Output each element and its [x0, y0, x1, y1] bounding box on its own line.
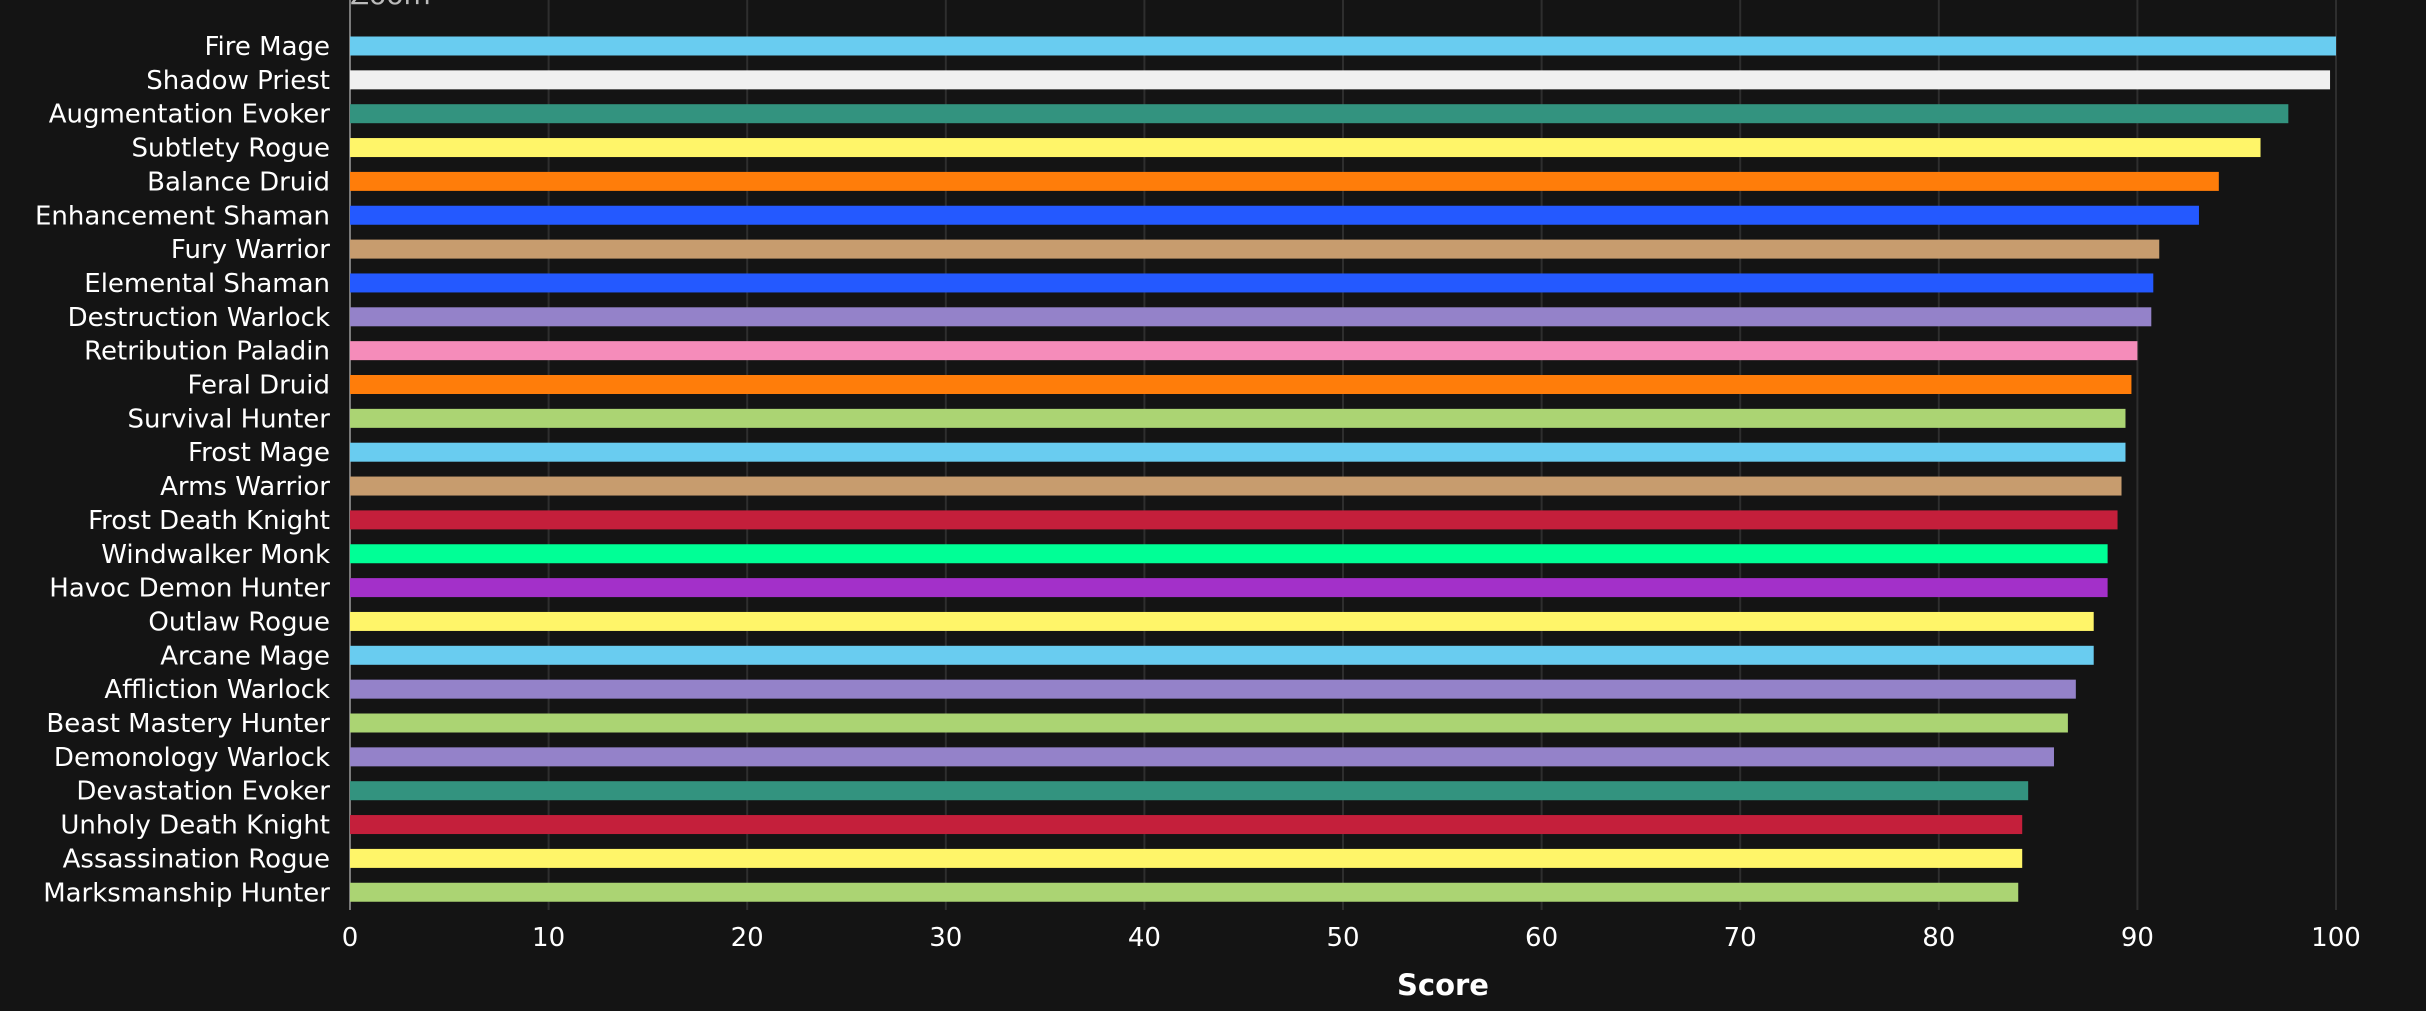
category-label: Fury Warrior: [171, 235, 330, 265]
category-labels: Fire Mage Shadow Priest Augmentation Evoke…: [35, 32, 330, 908]
bar[interactable]: [350, 882, 2019, 902]
bar[interactable]: [350, 442, 2126, 462]
category-label: Destruction Warlock: [68, 303, 330, 333]
x-tick-label: 0: [342, 923, 359, 953]
x-tick-label: 80: [1922, 923, 1955, 953]
x-tick-label: 40: [1128, 923, 1161, 953]
bar[interactable]: [350, 713, 2068, 733]
category-label: Balance Druid: [147, 167, 330, 197]
category-label: Shadow Priest: [146, 66, 330, 96]
x-tick-label: 20: [731, 923, 764, 953]
bar[interactable]: [350, 645, 2094, 665]
bar[interactable]: [350, 815, 2023, 835]
category-label: Devastation Evoker: [76, 777, 330, 807]
x-tick-label: 100: [2311, 923, 2361, 953]
x-tick-label: 50: [1326, 923, 1359, 953]
category-label: Windwalker Monk: [101, 540, 330, 570]
category-label: Havoc Demon Hunter: [49, 574, 330, 604]
category-label: Demonology Warlock: [54, 743, 330, 773]
x-tick-label: 10: [532, 923, 565, 953]
bar[interactable]: [350, 679, 2076, 699]
bar[interactable]: [350, 408, 2126, 428]
bar[interactable]: [350, 36, 2336, 56]
category-label: Subtlety Rogue: [131, 134, 330, 164]
bar[interactable]: [350, 239, 2160, 259]
category-label: Frost Mage: [188, 438, 330, 468]
bar[interactable]: [350, 273, 2154, 293]
category-label: Marksmanship Hunter: [43, 878, 330, 908]
category-label: Survival Hunter: [128, 404, 331, 434]
category-label: Enhancement Shaman: [35, 201, 330, 231]
category-label: Arms Warrior: [160, 472, 330, 502]
bar[interactable]: [350, 70, 2331, 90]
category-label: Unholy Death Knight: [60, 811, 330, 841]
bar[interactable]: [350, 848, 2023, 868]
bar[interactable]: [350, 375, 2132, 394]
category-label: Outlaw Rogue: [148, 607, 330, 637]
bar[interactable]: [350, 781, 2029, 801]
category-label: Frost Death Knight: [88, 506, 330, 536]
bar[interactable]: [350, 104, 2289, 124]
category-label: Affliction Warlock: [104, 675, 330, 705]
bar[interactable]: [350, 544, 2108, 564]
bar[interactable]: [350, 307, 2152, 327]
bar[interactable]: [350, 611, 2094, 631]
bar[interactable]: [350, 171, 2219, 191]
x-tick-label: 30: [929, 923, 962, 953]
category-label: Assassination Rogue: [63, 844, 330, 874]
bars: [350, 36, 2336, 902]
category-label: Elemental Shaman: [84, 269, 330, 299]
bar[interactable]: [350, 138, 2261, 158]
bar[interactable]: [350, 476, 2122, 496]
x-tick-label: 90: [2121, 923, 2154, 953]
category-label: Arcane Mage: [160, 641, 330, 671]
x-axis-title: Score: [1397, 968, 1489, 1002]
x-tick-label: 70: [1724, 923, 1757, 953]
bar[interactable]: [350, 747, 2054, 767]
bar[interactable]: [350, 510, 2118, 530]
bar[interactable]: [350, 341, 2138, 361]
category-label: Augmentation Evoker: [49, 100, 331, 130]
zoom-label[interactable]: Zoom: [350, 0, 431, 11]
category-label: Retribution Paladin: [84, 337, 330, 367]
x-tick-labels: 0 10 20 30 40 50 60 70 80 90 100: [342, 923, 2361, 953]
bar[interactable]: [350, 205, 2199, 225]
category-label: Feral Druid: [187, 371, 330, 401]
category-label: Beast Mastery Hunter: [46, 709, 330, 739]
x-tick-label: 60: [1525, 923, 1558, 953]
bar[interactable]: [350, 578, 2108, 598]
category-label: Fire Mage: [204, 32, 330, 62]
